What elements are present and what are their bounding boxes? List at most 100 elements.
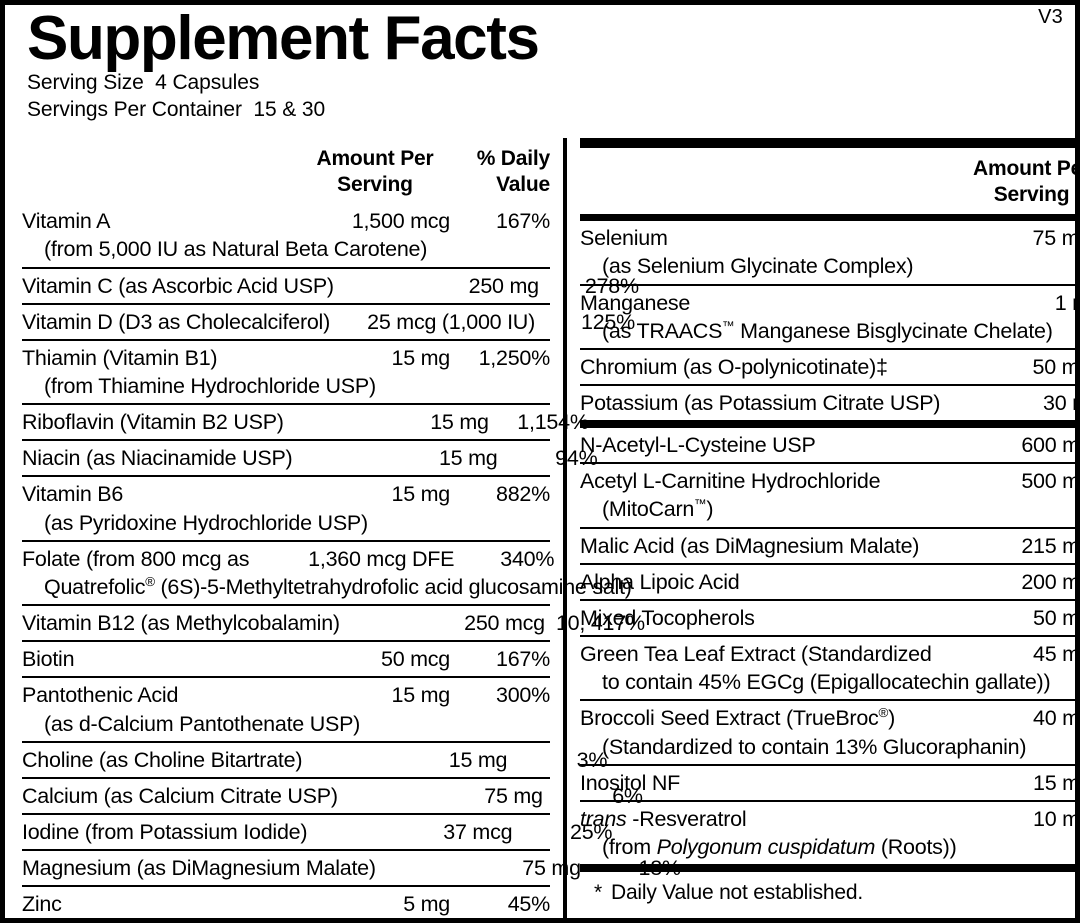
daily-value-footnote: * Daily Value not established. (580, 872, 1075, 905)
nutrient-daily-value: 125% (581, 309, 635, 334)
nutrient-name: Green Tea Leaf Extract (Standardized (580, 642, 932, 667)
nutrient-row-main: Choline (as Choline Bitartrate) 15 mg 3% (22, 746, 608, 774)
nutrient-row: Chromium (as O-polynicotinate)‡50 mcg143… (580, 347, 1080, 384)
nutrient-name: Broccoli Seed Extract (TrueBroc®) (580, 705, 896, 731)
nutrient-daily-value: 45% (507, 892, 551, 917)
nutrient-row: Malic Acid (as DiMagnesium Malate) 215 mg… (580, 526, 1080, 563)
nutrient-name: Vitamin B6 (22, 482, 124, 507)
nutrient-name: Biotin (22, 647, 75, 672)
nutrient-amount: 15 mg (1033, 770, 1080, 795)
footnote-asterisk: * (594, 881, 602, 905)
footnote-text: Daily Value not established. (610, 881, 863, 905)
right-footnote-divider-bar (580, 864, 1075, 873)
nutrient-name: trans -Resveratrol (580, 806, 747, 831)
nutrient-daily-value: 25% (569, 820, 613, 845)
nutrient-row: Broccoli Seed Extract (TrueBroc®)40 mg*(… (580, 699, 1075, 763)
nutrient-source-note: (as TRAACS™ Manganese Bisglycinate Chela… (602, 318, 1053, 343)
nutrient-row: Green Tea Leaf Extract (Standardized 45 m… (580, 635, 1080, 699)
nutrient-source-note: to contain 45% EGCg (Epigallocatechin ga… (602, 670, 1051, 695)
left-nutrient-rows: Vitamin A 1,500 mcg 167% (from 5,000 IU as … (22, 204, 681, 918)
nutrient-row: Magnesium (as DiMagnesium Malate)75 mg18… (22, 849, 681, 885)
nutrient-amount: 45 mg (1033, 642, 1080, 667)
nutrient-amount: 50 mcg (1032, 354, 1080, 379)
nutrient-row-main: Biotin 50 mcg 167% (22, 645, 550, 673)
left-amount-header: Amount Per Serving (316, 147, 434, 196)
nutrient-daily-value: 300% (496, 683, 550, 708)
nutrient-name: Vitamin C (as Ascorbic Acid USP) (22, 273, 334, 298)
header-rule-bottom-right (580, 214, 1075, 222)
nutrient-amount: 500 mg (1021, 469, 1080, 494)
nutrient-name: Acetyl L-Carnitine Hydrochloride (580, 469, 881, 494)
nutrient-amount: 75 mg (522, 856, 581, 881)
nutrient-row: Zinc 5 mg 45% (as TRAACS™ Zinc Bisglycinate… (22, 885, 550, 918)
nutrient-daily-value: 167% (496, 647, 550, 672)
nutrient-name: Manganese (580, 290, 691, 315)
nutrient-row: Pantothenic Acid 15 mg 300% (as d-Calcium P… (22, 676, 550, 740)
nutrient-amount: 200 mg (1021, 569, 1080, 594)
page-title: Supplement Facts (27, 4, 540, 73)
nutrient-source-note: (as d-Calcium Pantothenate USP) (44, 711, 361, 736)
nutrient-name: Iodine (from Potassium Iodide) (22, 820, 308, 845)
nutrient-row-main: Vitamin D (D3 as Cholecalciferol) 25 mcg … (22, 308, 635, 336)
version-tag: V3 (1038, 6, 1063, 28)
nutrient-name: Pantothenic Acid (22, 683, 179, 708)
nutrient-amount: 1,360 mcg DFE (308, 546, 455, 571)
nutrient-row: Biotin 50 mcg 167% (22, 640, 550, 676)
nutrient-source-note: (MitoCarn™) (602, 497, 714, 522)
nutrient-daily-value: 882% (496, 482, 550, 507)
nutrient-row-main: Vitamin A 1,500 mcg 167% (22, 207, 550, 235)
nutrient-amount: 75 mcg (1032, 226, 1080, 251)
nutrient-name: Selenium (580, 226, 668, 251)
nutrient-name: Mixed Tocopherols (580, 605, 755, 630)
nutrient-row-main: Niacin (as Niacinamide USP) 15 mg 94% (22, 444, 598, 472)
nutrient-name: Alpha Lipoic Acid (580, 569, 740, 594)
right-section-divider-bar (580, 420, 1075, 429)
nutrient-row-main: Riboflavin (Vitamin B2 USP) 15 mg 1,154% (22, 408, 589, 436)
nutrient-daily-value: 167% (496, 209, 550, 234)
serving-size-line: Serving Size 4 Capsules (27, 70, 260, 94)
nutrient-row: Iodine (from Potassium Iodide) 37 mcg 25% (22, 813, 613, 849)
nutrient-row-main: Potassium (as Potassium Citrate USP) 30 m… (580, 389, 1075, 417)
right-column-headers: Amount Per Serving % Daily Value (580, 148, 1075, 214)
nutrient-amount: 1 mg (1054, 290, 1075, 315)
nutrient-amount: 1,500 mcg (351, 209, 450, 234)
nutrient-row-main: Vitamin C (as Ascorbic Acid USP) 250 mg 27… (22, 272, 639, 300)
right-amount-header: Amount Per Serving (973, 157, 1075, 206)
nutrient-amount: 250 mcg (464, 611, 545, 636)
servings-per-container-line: Servings Per Container 15 & 30 (27, 97, 326, 121)
right-nutrient-column: Amount Per Serving % Daily Value Seleniu… (563, 138, 1080, 918)
nutrient-row-main: Iodine (from Potassium Iodide) 37 mcg 25% (22, 818, 613, 846)
nutrient-source-note: (from Polygonum cuspidatum (Roots)) (602, 835, 957, 860)
nutrient-name: Folate (from 800 mcg as (22, 546, 250, 571)
nutrient-row-main: Broccoli Seed Extract (TrueBroc®)40 mg* (580, 704, 1075, 732)
nutrient-row-main: Green Tea Leaf Extract (Standardized 45 m… (580, 640, 1080, 668)
nutrient-row-main: Zinc 5 mg 45% (22, 890, 550, 918)
nutrient-amount: 15 mg (438, 446, 498, 471)
nutrient-amount: 215 mg (1021, 533, 1080, 558)
nutrient-amount: 30 mg (1043, 391, 1075, 415)
nutrient-amount: 10 mg (1033, 806, 1080, 831)
nutrient-row-main: Vitamin B12 (as Methylcobalamin) 250 mcg 1… (22, 609, 645, 637)
nutrient-name: Vitamin A (22, 209, 111, 234)
nutrient-row: Thiamin (Vitamin B1) 15 mg 1,250% (from Thi… (22, 338, 550, 403)
nutrient-row-main: Chromium (as O-polynicotinate)‡50 mcg143… (580, 353, 1080, 381)
nutrient-amount: 5 mg (403, 892, 450, 917)
nutrient-amount: 15 mg (391, 345, 450, 370)
nutrient-row: Vitamin B6 15 mg 882% (as Pyridoxine Hydroc… (22, 475, 550, 539)
nutrient-row: Folate (from 800 mcg as 1,360 mcg DFE 340%… (22, 539, 632, 604)
nutrient-source-note: (from 5,000 IU as Natural Beta Carotene) (44, 237, 428, 262)
nutrient-amount: 600 mg (1021, 433, 1080, 458)
nutrient-row: Vitamin D (D3 as Cholecalciferol) 25 mcg … (22, 302, 635, 339)
